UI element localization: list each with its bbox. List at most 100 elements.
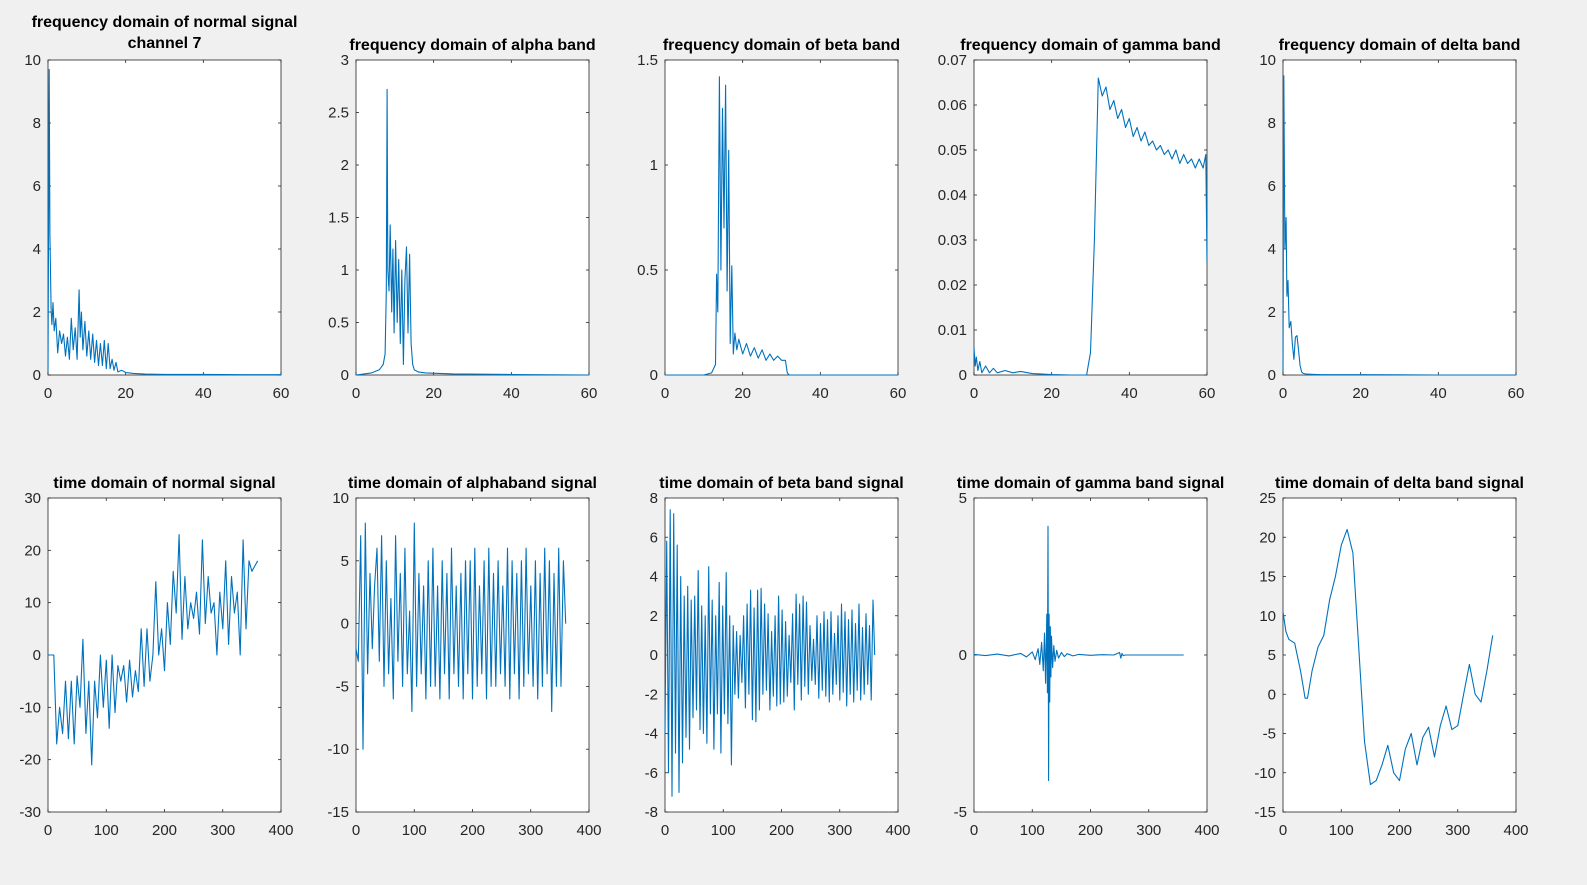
x-tick-label: 400 (268, 822, 293, 839)
y-tick-label: -20 (19, 752, 41, 769)
subplot-8: time domain of beta band signal 0 100 200 30… (645, 475, 911, 839)
x-tick-label: 100 (711, 822, 736, 839)
x-tick-label: 40 (503, 385, 520, 402)
x-tick-label: 400 (885, 822, 910, 839)
x-tick-label: 60 (890, 385, 907, 402)
subplot-1: frequency domain of normal signal channel… (24, 14, 297, 402)
x-tick-label: 0 (970, 385, 978, 402)
plot-area (47, 59, 282, 376)
plot-area (47, 497, 282, 813)
x-tick-label: 60 (1508, 385, 1525, 402)
x-tick-label: 60 (273, 385, 290, 402)
x-tick-label: 200 (1078, 822, 1103, 839)
y-tick-label: 0.02 (938, 277, 967, 294)
y-tick-label: 0 (959, 647, 967, 664)
x-tick-label: 40 (195, 385, 212, 402)
x-tick-label: 300 (518, 822, 543, 839)
series-line-1 (1282, 75, 1516, 376)
x-tick-label: 20 (734, 385, 751, 402)
y-tick-label: 1 (341, 262, 349, 279)
x-tick-label: 200 (1387, 822, 1412, 839)
y-tick-label: 6 (650, 529, 658, 546)
y-tick-label: 6 (33, 178, 41, 195)
subplot-5: frequency domain of delta band 0 20 40 60 0 2 4… (1259, 37, 1524, 402)
y-tick-label: -4 (645, 726, 658, 743)
y-tick-label: 20 (24, 542, 41, 559)
y-tick-label: 10 (1259, 52, 1276, 69)
series-line-1 (973, 525, 1184, 782)
x-tick-label: 20 (117, 385, 134, 402)
series-line-1 (47, 68, 281, 376)
chart-title: time domain of normal signal (53, 475, 275, 492)
series-line-1 (1282, 528, 1494, 786)
y-tick-label: 30 (24, 490, 41, 507)
y-tick-label: 0 (1268, 367, 1276, 384)
x-tick-label: 0 (661, 822, 669, 839)
x-tick-label: 300 (1136, 822, 1161, 839)
chart-subtitle: channel 7 (128, 35, 202, 52)
x-tick-label: 100 (402, 822, 427, 839)
y-tick-label: -10 (1254, 765, 1276, 782)
x-tick-label: 20 (425, 385, 442, 402)
x-tick-label: 0 (1279, 822, 1287, 839)
x-tick-label: 200 (152, 822, 177, 839)
plot-area (355, 497, 590, 813)
subplot-2: frequency domain of alpha band 0 20 40 60 0 0.… (328, 37, 597, 402)
x-tick-label: 0 (44, 822, 52, 839)
x-tick-label: 100 (94, 822, 119, 839)
x-tick-label: 200 (769, 822, 794, 839)
y-tick-label: 0.5 (637, 262, 658, 279)
subplot-3: frequency domain of beta band 0 20 40 60 0 0.5… (637, 37, 906, 402)
y-tick-label: 5 (1268, 647, 1276, 664)
chart-title: frequency domain of alpha band (349, 37, 595, 54)
y-tick-label: 10 (24, 595, 41, 612)
y-tick-label: 2 (341, 157, 349, 174)
y-tick-label: -15 (1254, 804, 1276, 821)
x-tick-label: 300 (1445, 822, 1470, 839)
x-tick-label: 400 (1194, 822, 1219, 839)
y-tick-label: 2 (1268, 304, 1276, 321)
subplot-9: time domain of gamma band signal 0 100 200 3… (954, 475, 1225, 839)
y-tick-label: -30 (19, 804, 41, 821)
series-line-1 (664, 509, 876, 797)
x-tick-label: 20 (1043, 385, 1060, 402)
x-tick-label: 40 (1121, 385, 1138, 402)
y-tick-label: 0.05 (938, 142, 967, 159)
chart-title: time domain of delta band signal (1275, 475, 1524, 492)
plot-area (1282, 59, 1517, 376)
y-tick-label: 25 (1259, 490, 1276, 507)
y-tick-label: 15 (1259, 569, 1276, 586)
y-tick-label: -15 (327, 804, 349, 821)
chart-title: frequency domain of beta band (663, 37, 900, 54)
x-tick-label: 0 (661, 385, 669, 402)
plot-area (1282, 497, 1517, 813)
y-tick-label: 0.03 (938, 232, 967, 249)
y-tick-label: 0.06 (938, 97, 967, 114)
x-tick-label: 0 (970, 822, 978, 839)
series-line-1 (355, 88, 590, 376)
plot-area (973, 59, 1208, 376)
x-tick-label: 100 (1020, 822, 1045, 839)
x-tick-label: 60 (1199, 385, 1216, 402)
y-tick-label: -5 (954, 804, 967, 821)
y-tick-label: 10 (24, 52, 41, 69)
x-tick-label: 40 (812, 385, 829, 402)
y-tick-label: -10 (19, 699, 41, 716)
chart-title: frequency domain of delta band (1279, 37, 1521, 54)
y-tick-label: -10 (327, 741, 349, 758)
series-line-1 (48, 534, 259, 766)
y-tick-label: 0 (650, 367, 658, 384)
y-tick-label: 3 (341, 52, 349, 69)
y-tick-label: 1.5 (637, 52, 658, 69)
x-tick-label: 60 (581, 385, 598, 402)
y-tick-label: 0 (341, 367, 349, 384)
series-line-1 (355, 522, 567, 750)
y-tick-label: 0.07 (938, 52, 967, 69)
y-tick-label: 5 (959, 490, 967, 507)
x-tick-label: 20 (1352, 385, 1369, 402)
y-tick-label: 10 (1259, 608, 1276, 625)
y-tick-label: 0 (33, 367, 41, 384)
y-tick-label: -2 (645, 686, 658, 703)
